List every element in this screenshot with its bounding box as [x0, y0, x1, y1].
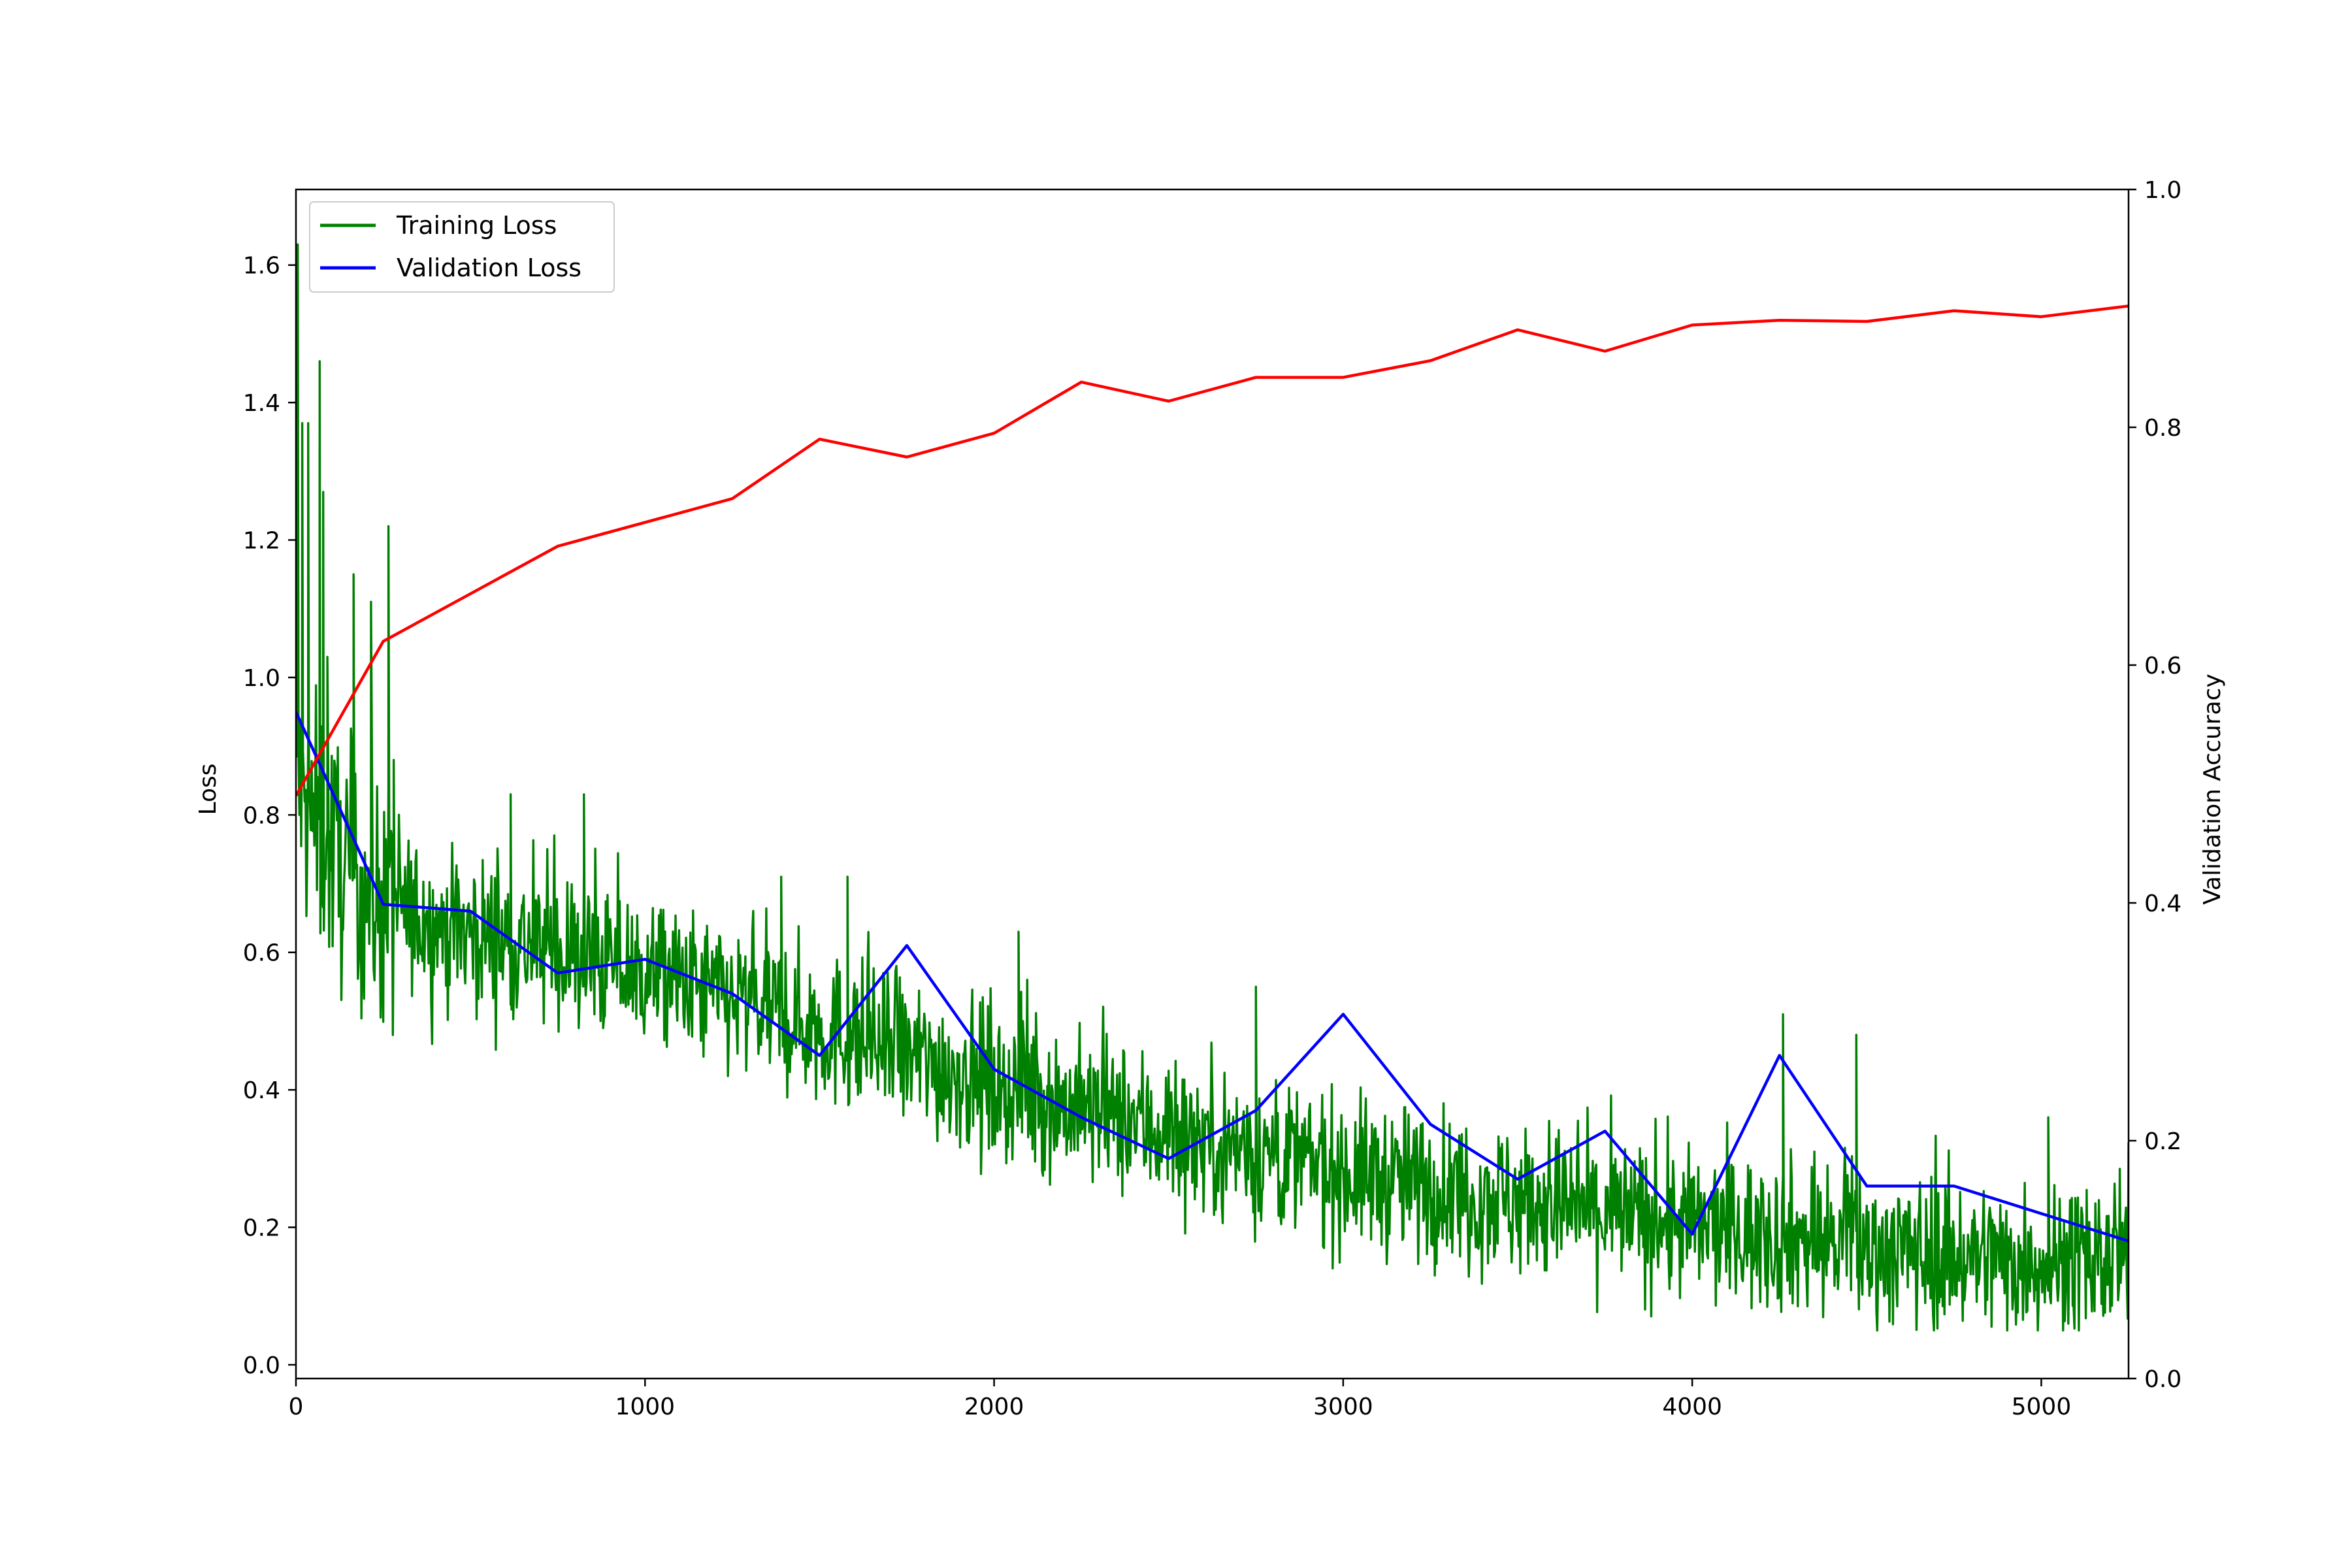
- y-tick-label-left: 0.0: [243, 1352, 280, 1379]
- legend-box: [309, 201, 615, 293]
- x-tick-label: 0: [289, 1394, 304, 1420]
- axes: 0 1000 2000 3000 4000 5000 0.0 0.2 0.4 0.6 0.8 1.0 1…: [243, 177, 2182, 1420]
- y-tick-label-left: 1.6: [243, 253, 280, 280]
- y-tick-label-left: 1.2: [243, 528, 280, 555]
- y-tick-label-left: 1.4: [243, 390, 280, 417]
- y-tick-label-right: 1.0: [2144, 177, 2181, 204]
- y-axis-label-right: Validation Accuracy: [2199, 674, 2226, 905]
- y-tick-label-right: 0.0: [2144, 1366, 2181, 1393]
- y-tick-label-right: 0.4: [2144, 890, 2181, 917]
- y-tick-label-right: 0.2: [2144, 1128, 2181, 1155]
- y-tick-label-left: 0.6: [243, 940, 280, 967]
- y-tick-label-right: 0.8: [2144, 415, 2181, 442]
- plot-frame: [295, 188, 2130, 1380]
- legend: Training Loss Validation Loss: [309, 201, 615, 293]
- series-line-2: [296, 304, 2129, 797]
- x-tick-label: 4000: [1662, 1394, 1722, 1420]
- legend-label-validation: Validation Loss: [397, 253, 581, 282]
- x-tick-label: 5000: [2012, 1394, 2072, 1420]
- y-tick-label-left: 0.4: [243, 1077, 280, 1104]
- y-tick-label-left: 1.0: [243, 665, 280, 692]
- y-tick-label-left: 0.8: [243, 802, 280, 829]
- y-tick-label-left: 0.2: [243, 1215, 280, 1242]
- x-tick-label: 3000: [1313, 1394, 1373, 1420]
- y-tick-label-right: 0.6: [2144, 653, 2181, 679]
- plot-area: [296, 243, 2129, 1332]
- legend-label-training: Training Loss: [396, 211, 557, 240]
- y-axis-label-left: Loss: [195, 764, 221, 815]
- x-tick-label: 2000: [964, 1394, 1024, 1420]
- x-tick-label: 1000: [615, 1394, 675, 1420]
- series-line-1: [296, 711, 2129, 1243]
